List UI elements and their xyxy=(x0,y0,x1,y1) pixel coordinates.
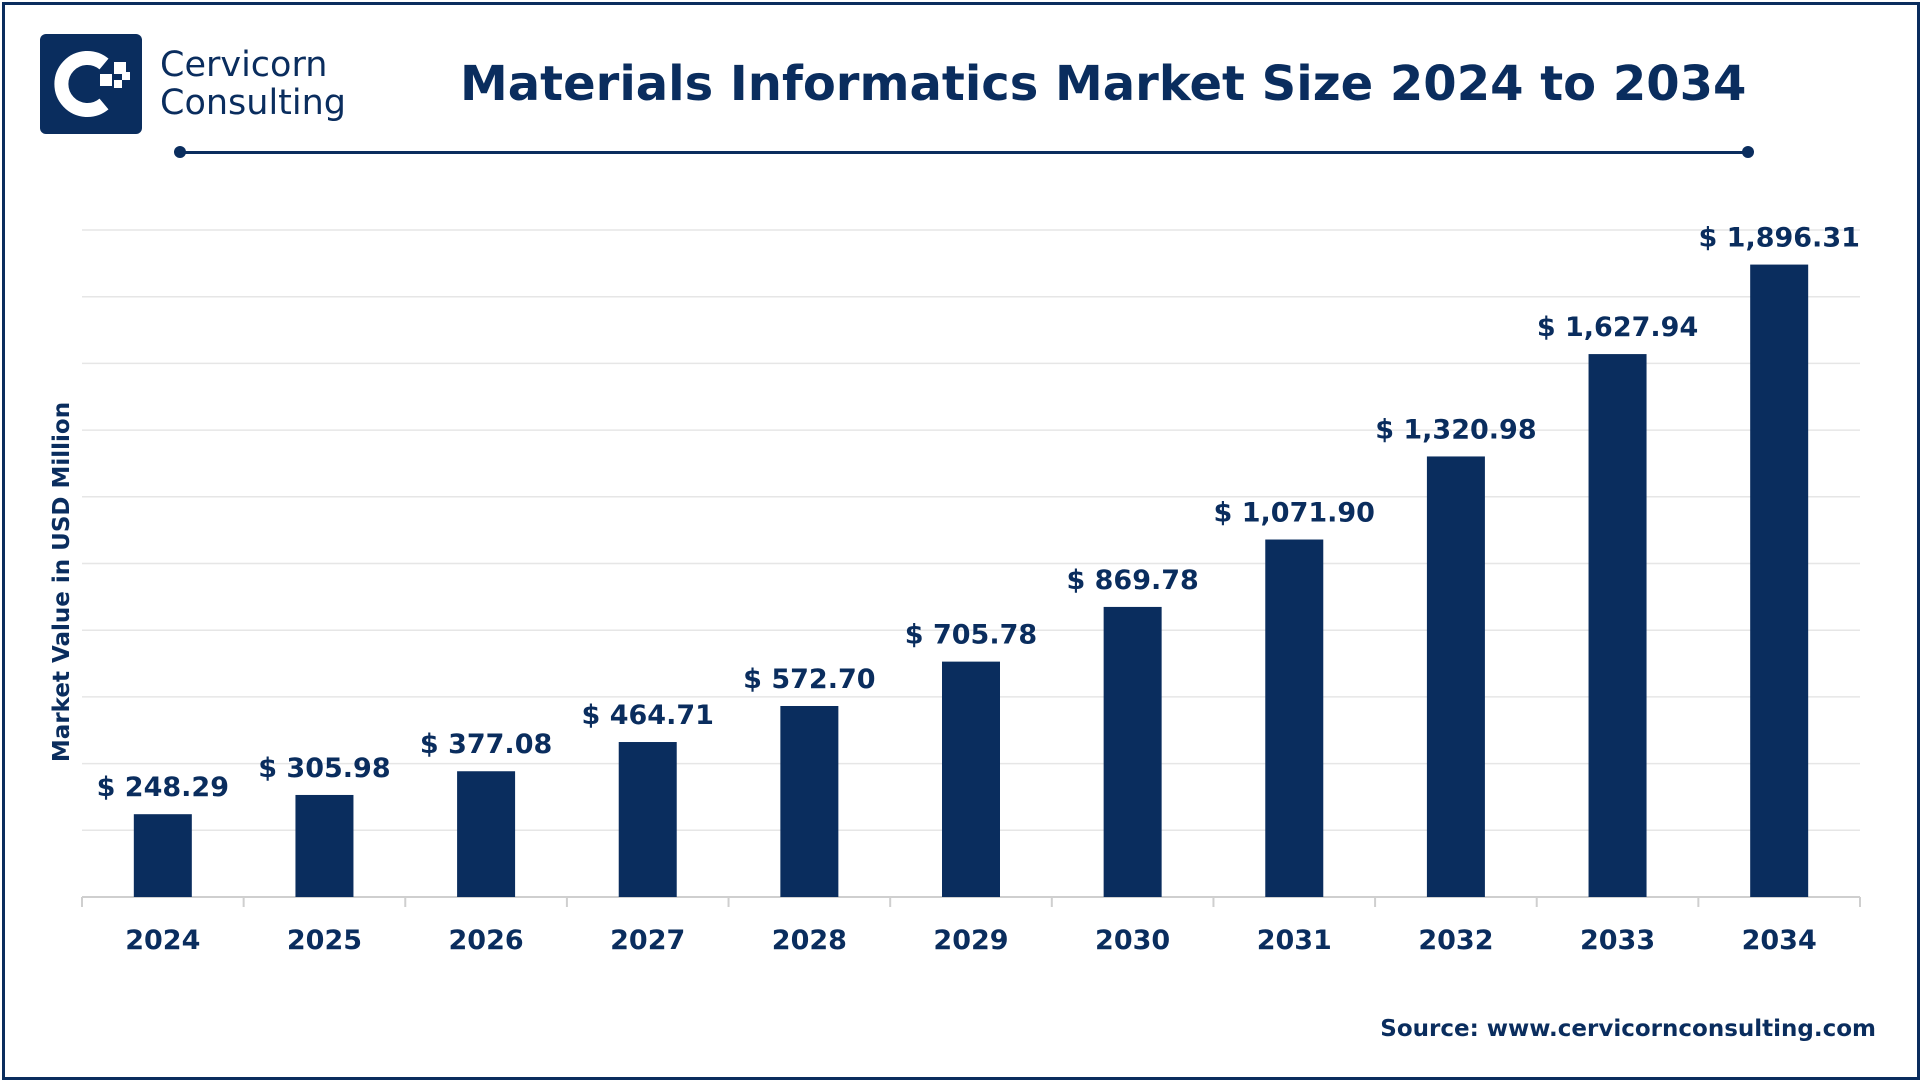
bar-2027 xyxy=(618,742,677,897)
data-label-2034: $ 1,896.31 xyxy=(1698,223,1859,254)
title-divider xyxy=(174,146,1754,158)
bar-2032 xyxy=(1426,456,1485,897)
bars xyxy=(133,264,1809,897)
bar-2031 xyxy=(1265,539,1324,897)
brand-logo: Cervicorn Consulting xyxy=(40,34,346,134)
data-label-2025: $ 305.98 xyxy=(258,753,390,784)
data-label-2030: $ 869.78 xyxy=(1066,565,1198,596)
x-tick-label-2028: 2028 xyxy=(772,925,847,956)
chart-title: Materials Informatics Market Size 2024 t… xyxy=(460,56,1747,112)
bar-2034 xyxy=(1750,264,1809,897)
data-label-2029: $ 705.78 xyxy=(905,620,1037,651)
bar-2029 xyxy=(942,661,1000,897)
bar-2033 xyxy=(1588,354,1647,897)
data-label-2032: $ 1,320.98 xyxy=(1375,414,1536,445)
x-tick-labels: 2024 2025 2026 2027 2028 2029 2030 2031 2032 2033… xyxy=(125,925,1817,956)
data-label-2033: $ 1,627.94 xyxy=(1537,312,1698,343)
x-tick-label-2024: 2024 xyxy=(125,925,200,956)
source-note: Source: www.cervicornconsulting.com xyxy=(1380,1016,1876,1042)
data-label-2031: $ 1,071.90 xyxy=(1214,498,1375,529)
bar-2028 xyxy=(780,706,839,897)
x-tick-label-2034: 2034 xyxy=(1742,925,1817,956)
x-tick-label-2027: 2027 xyxy=(610,925,685,956)
brand-name-line2: Consulting xyxy=(160,83,347,123)
x-axis xyxy=(81,896,1861,907)
x-tick-label-2033: 2033 xyxy=(1580,925,1655,956)
data-label-2028: $ 572.70 xyxy=(743,664,875,695)
x-tick-label-2032: 2032 xyxy=(1418,925,1493,956)
x-tick-label-2030: 2030 xyxy=(1095,925,1170,956)
data-label-2027: $ 464.71 xyxy=(582,700,714,731)
data-labels: $ 248.29 $ 305.98 $ 377.08 $ 464.71 $ 572.70… xyxy=(97,223,1860,804)
x-tick-label-2025: 2025 xyxy=(287,925,362,956)
brand-name: Cervicorn Consulting xyxy=(160,46,346,122)
bar-2024 xyxy=(133,814,192,897)
data-label-2024: $ 248.29 xyxy=(97,772,229,803)
bar-2030 xyxy=(1103,606,1162,897)
x-tick-label-2026: 2026 xyxy=(449,925,524,956)
x-tick-label-2029: 2029 xyxy=(933,925,1008,956)
logo-mark-icon xyxy=(40,34,142,134)
data-label-2026: $ 377.08 xyxy=(420,729,552,760)
x-tick-label-2031: 2031 xyxy=(1257,925,1332,956)
bar-2026 xyxy=(457,771,516,897)
brand-name-line1: Cervicorn xyxy=(160,45,328,85)
bar-2025 xyxy=(295,794,354,897)
